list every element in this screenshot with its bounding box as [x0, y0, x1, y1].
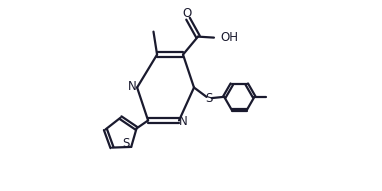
Text: OH: OH [220, 31, 238, 44]
Text: O: O [182, 6, 192, 19]
Text: N: N [128, 80, 137, 93]
Text: S: S [123, 137, 130, 150]
Text: S: S [205, 92, 213, 105]
Text: N: N [179, 115, 188, 128]
